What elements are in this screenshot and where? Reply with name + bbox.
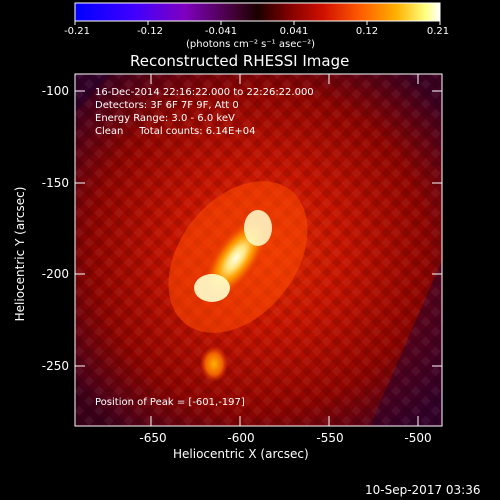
y-axis-label: Heliocentric Y (arcsec) [13, 186, 27, 322]
y-tick-label: -250 [41, 359, 69, 373]
image-title: Reconstructed RHESSI Image [130, 52, 350, 70]
footer-timestamp: 10-Sep-2017 03:36 [365, 483, 481, 497]
peak-position-label: Position of Peak = [-601,-197] [95, 397, 245, 408]
clean-counts-label: Clean Total counts: 6.14E+04 [95, 126, 256, 137]
colorbar-graphic [74, 2, 441, 25]
colorbar-tick-label: -0.041 [204, 26, 238, 37]
x-tick-label: -650 [139, 431, 167, 445]
energy-range-label: Energy Range: 3.0 - 6.0 keV [95, 113, 235, 124]
image-map [75, 74, 442, 426]
colorbar-tick-label: 0.12 [355, 26, 379, 37]
colorbar-tick-label: 0.041 [279, 26, 309, 37]
time-range-label: 16-Dec-2014 22:16:22.000 to 22:26:22.000 [95, 87, 314, 98]
x-tick-label: -550 [316, 431, 344, 445]
colorbar-tick-label: -0.21 [64, 26, 90, 37]
colorbar-tick-label: -0.12 [137, 26, 163, 37]
x-axis-label: Heliocentric X (arcsec) [173, 447, 309, 461]
y-tick-label: -100 [41, 84, 69, 98]
colorbar-unit-label: (photons cm⁻² s⁻¹ asec⁻²) [186, 39, 316, 50]
y-tick-label: -200 [41, 267, 69, 281]
colorbar-tick-label: 0.21 [426, 26, 450, 37]
detectors-label: Detectors: 3F 6F 7F 9F, Att 0 [95, 100, 239, 111]
x-tick-label: -500 [404, 431, 432, 445]
y-tick-label: -150 [41, 176, 69, 190]
x-tick-label: -600 [227, 431, 255, 445]
